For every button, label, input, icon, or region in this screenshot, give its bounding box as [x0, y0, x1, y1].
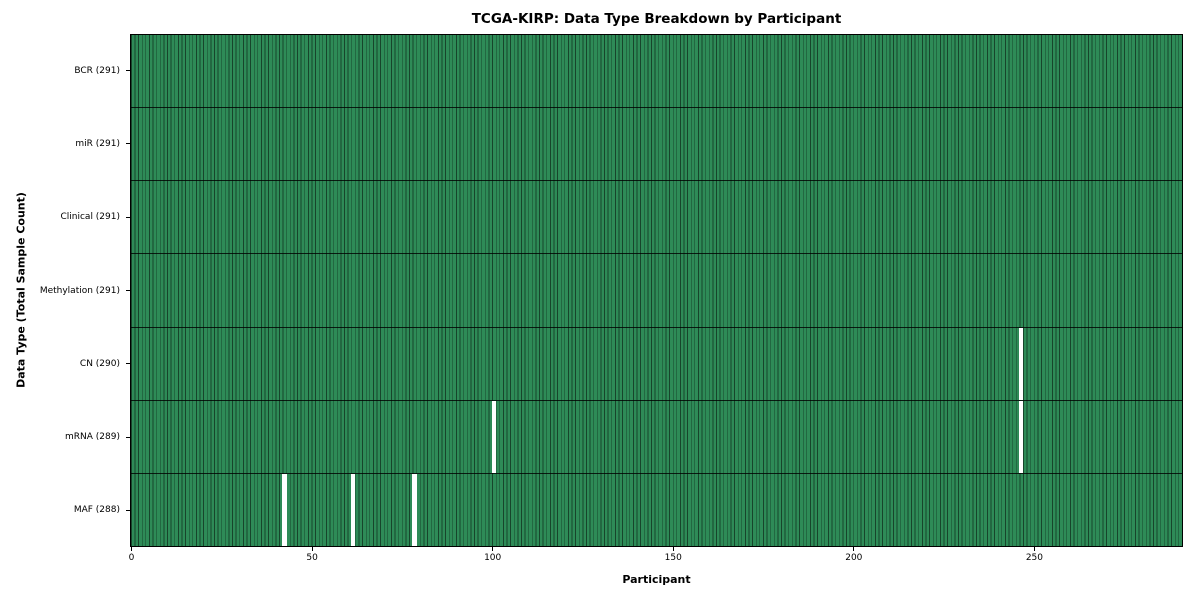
- y-tick-label: miR (291): [75, 138, 120, 149]
- x-tick-label: 150: [664, 553, 682, 563]
- heatmap-row-CN: [131, 326, 1182, 400]
- x-axis-label: Participant: [622, 573, 691, 586]
- plot-area: Present Absent: [130, 34, 1183, 547]
- y-tick-mark: [126, 436, 130, 438]
- x-tick-label: 200: [845, 553, 863, 563]
- heatmap-row-Methylation: [131, 253, 1182, 327]
- y-tick-mark: [126, 143, 130, 145]
- heatmap-row-miR: [131, 107, 1182, 181]
- absent-marker-MAF-61: [350, 473, 356, 546]
- y-tick-mark: [126, 216, 130, 218]
- y-axis: BCR (291) miR (291) Clinical (291) Methylat…: [0, 34, 130, 547]
- absent-marker-MAF-78: [412, 473, 417, 546]
- y-tick-label: Clinical (291): [60, 212, 120, 223]
- y-tick-label: MAF (288): [73, 505, 120, 516]
- x-tick-mark: [492, 547, 494, 551]
- x-tick-mark: [853, 547, 855, 551]
- heatmap-row-Clinical: [131, 180, 1182, 254]
- absent-marker-mRNA-246: [1019, 400, 1024, 473]
- heatmap-rows: [131, 35, 1182, 546]
- y-tick-mark: [126, 509, 130, 511]
- y-tick-label: mRNA (289): [65, 432, 120, 443]
- chart-title: TCGA-KIRP: Data Type Breakdown by Partic…: [471, 11, 842, 27]
- y-tick-label: BCR (291): [74, 65, 120, 76]
- x-tick-mark: [1033, 547, 1035, 551]
- y-tick-mark: [126, 363, 130, 365]
- y-tick-label: CN (290): [79, 358, 120, 369]
- x-tick-label: 100: [484, 553, 502, 563]
- heatmap-row-mRNA: [131, 399, 1182, 473]
- x-tick-label: 50: [306, 553, 318, 563]
- x-tick-label: 250: [1025, 553, 1043, 563]
- x-tick-mark: [311, 547, 313, 551]
- y-tick-mark: [126, 290, 130, 291]
- absent-marker-CN-246: [1019, 327, 1024, 400]
- x-tick-mark: [131, 547, 132, 551]
- y-tick-mark: [126, 70, 130, 72]
- x-tick-label: 0: [128, 553, 135, 563]
- x-axis: 0 50 100 150 200 250: [128, 547, 1182, 569]
- absent-marker-MAF-42: [282, 473, 287, 546]
- absent-marker-mRNA-100: [491, 400, 497, 473]
- heatmap-row-BCR: [131, 35, 1182, 108]
- heatmap-row-MAF: [131, 472, 1182, 546]
- y-tick-label: Methylation (291): [39, 285, 120, 296]
- x-tick-mark: [672, 547, 674, 551]
